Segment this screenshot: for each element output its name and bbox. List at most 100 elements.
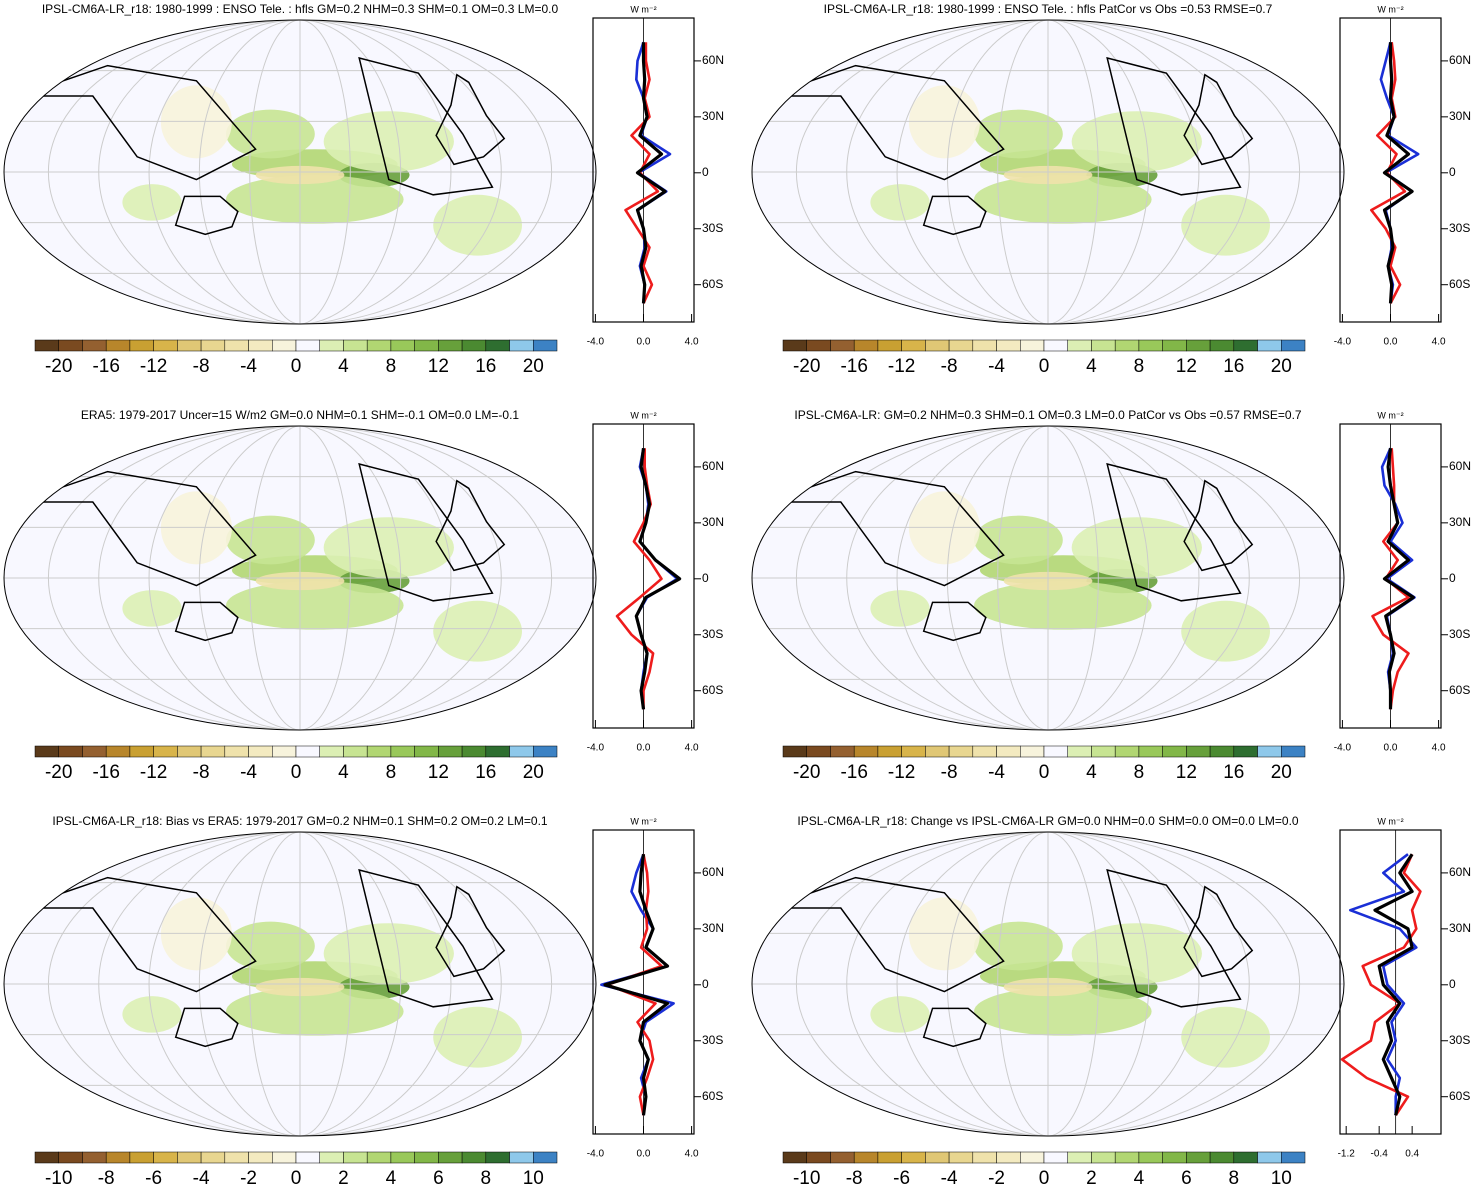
meridian [846, 832, 1250, 1136]
unit-label: W m⁻² [630, 4, 656, 14]
colorbar-box [1067, 1151, 1092, 1164]
colorbar-box [414, 1151, 439, 1164]
colorbar-box [343, 745, 368, 758]
y-tick-label: 60S [702, 683, 723, 697]
colorbar-label: 0 [291, 762, 302, 783]
y-tick-label: 30N [702, 515, 724, 529]
colorbar-box [153, 339, 178, 352]
colorbar-box [1114, 339, 1140, 352]
map [3, 831, 597, 1137]
colorbar-box [1091, 339, 1116, 352]
colorbar-box [509, 339, 534, 352]
colorbar-label: 4 [1134, 1168, 1145, 1187]
colorbar-box [461, 1151, 487, 1164]
map [751, 19, 1345, 325]
x-tick-label: -4.0 [587, 1149, 605, 1160]
colorbar-box [996, 339, 1021, 352]
colorbar-box [177, 1151, 202, 1164]
colorbar-label: 16 [1223, 762, 1244, 783]
colorbar-label: 4 [338, 356, 349, 377]
field-patch [1181, 194, 1270, 256]
map [3, 425, 597, 731]
field-patch [433, 194, 522, 256]
coastline [436, 887, 504, 977]
map-border [751, 831, 1345, 1137]
colorbar-box [295, 1151, 320, 1164]
field-patch [226, 921, 315, 971]
map-field [4, 20, 596, 324]
unit-label: W m⁻² [630, 816, 656, 826]
meridian [249, 832, 351, 1136]
colorbar-box [343, 339, 368, 352]
profile-line [603, 853, 670, 1116]
colorbar-label: 20 [1271, 356, 1292, 377]
meridian [846, 20, 1250, 324]
colorbar-box [129, 1151, 154, 1164]
colorbar-box [485, 339, 510, 352]
colorbar-label: 0 [291, 1168, 302, 1187]
colorbar-box [1020, 1151, 1045, 1164]
colorbar-label: 4 [1086, 356, 1097, 377]
coastline [1184, 75, 1252, 165]
x-tick-label: -4.0 [587, 743, 605, 754]
coastline [359, 464, 492, 601]
field-patch [225, 581, 404, 630]
map-border [3, 19, 597, 325]
colorbar-box [82, 1151, 107, 1164]
colorbar-box [1043, 1151, 1068, 1164]
colorbar-box [533, 1151, 558, 1164]
colorbar-label: -16 [840, 356, 867, 377]
meridian [47, 426, 553, 730]
colorbar-box [295, 339, 320, 352]
colorbar-box [82, 339, 107, 352]
colorbar-box [1257, 1151, 1282, 1164]
colorbar-label: -12 [888, 762, 915, 783]
unit-label: W m⁻² [1377, 816, 1403, 826]
colorbar-box [34, 745, 59, 758]
plot-frame [1339, 829, 1442, 1135]
field-patch [974, 921, 1063, 971]
colorbar-label: 12 [428, 762, 449, 783]
colorbar-box [901, 339, 926, 352]
map-title: IPSL-CM6A-LR_r18: Bias vs ERA5: 1979-201… [52, 814, 548, 828]
meridian [946, 832, 1150, 1136]
y-tick-label: 60N [1449, 53, 1471, 67]
y-tick-label: 0 [702, 977, 709, 991]
colorbar-box [366, 745, 392, 758]
y-tick-label: 30S [702, 627, 723, 641]
colorbar-label: 10 [523, 1168, 544, 1187]
colorbar-box [177, 339, 202, 352]
colorbar-label: -12 [140, 356, 167, 377]
colorbar-box [1091, 1151, 1116, 1164]
colorbar-label: -20 [793, 356, 820, 377]
colorbar-label: 16 [1223, 356, 1244, 377]
colorbar-box [200, 1151, 226, 1164]
colorbar-label: -16 [92, 356, 119, 377]
colorbar-box [877, 1151, 902, 1164]
colorbar-box [509, 745, 534, 758]
colorbar-box [390, 1151, 415, 1164]
field-patch [323, 923, 454, 984]
colorbar-label: 8 [481, 1168, 492, 1187]
map [751, 831, 1345, 1137]
x-tick-label: 0.0 [1384, 337, 1398, 348]
field-patch [1071, 111, 1202, 172]
map-title: IPSL-CM6A-LR_r18: Change vs IPSL-CM6A-LR… [797, 814, 1299, 828]
colorbar-label: 20 [1271, 762, 1292, 783]
field-patch [1181, 1006, 1270, 1068]
colorbar-box [485, 1151, 510, 1164]
meridian [148, 426, 452, 730]
colorbar-label: 8 [1229, 1168, 1240, 1187]
x-tick-label: 0.0 [637, 1149, 651, 1160]
colorbar-box [901, 1151, 926, 1164]
colorbar-box [830, 745, 855, 758]
x-tick-label: 0.0 [637, 743, 651, 754]
colorbar-box [34, 339, 59, 352]
colorbar-label: 20 [523, 356, 544, 377]
colorbar-box [877, 745, 902, 758]
map-field [4, 832, 596, 1136]
field-patch [323, 517, 454, 578]
colorbar-label: 8 [1134, 762, 1145, 783]
meridian [795, 20, 1301, 324]
colorbar-box [319, 745, 344, 758]
